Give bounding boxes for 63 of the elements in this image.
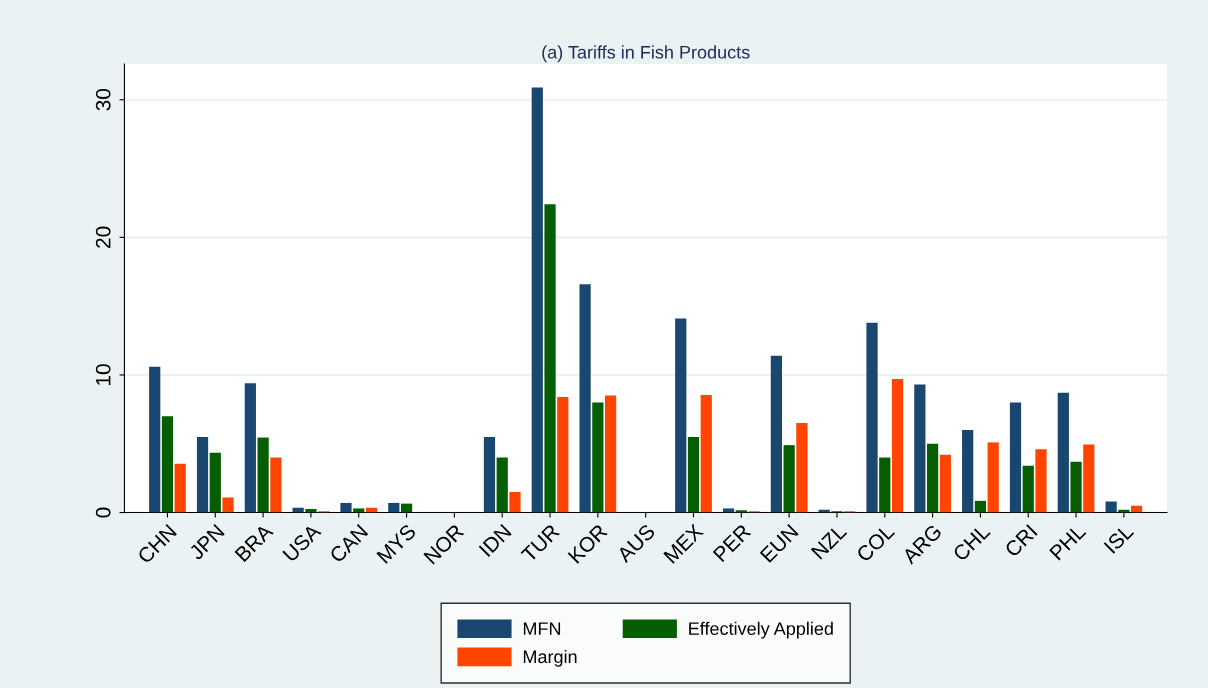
bar xyxy=(209,452,221,513)
bar xyxy=(1057,392,1069,513)
bar xyxy=(914,384,926,513)
bar xyxy=(1022,465,1034,513)
x-tick-label: BRA xyxy=(234,522,274,563)
bar xyxy=(592,402,604,513)
x-tick-label: CHL xyxy=(952,523,991,562)
bar xyxy=(270,457,282,513)
x-tick-label: COL xyxy=(855,523,896,563)
x-tick-label: NZL xyxy=(810,523,848,560)
bar xyxy=(509,491,521,513)
bar xyxy=(222,497,234,513)
bar xyxy=(579,284,591,513)
y-tick-label: 10 xyxy=(95,364,111,385)
bar xyxy=(531,87,543,513)
y-tick-label: 0 xyxy=(95,507,111,518)
bar xyxy=(353,508,365,513)
bar xyxy=(987,442,999,513)
bar xyxy=(340,502,352,513)
bar xyxy=(544,204,556,513)
x-tick-label: JPN xyxy=(188,524,225,561)
bar xyxy=(770,355,782,513)
bar xyxy=(496,457,508,513)
legend-label: MFN xyxy=(523,622,561,635)
bar xyxy=(557,396,569,513)
bar xyxy=(879,457,891,513)
bar xyxy=(1083,444,1095,513)
bar xyxy=(244,383,256,513)
y-tick-label: 30 xyxy=(95,88,111,111)
bar xyxy=(939,454,951,513)
bar xyxy=(257,437,269,513)
bar xyxy=(700,394,712,513)
x-tick-label: IDN xyxy=(478,524,512,557)
bar xyxy=(783,445,795,513)
bar xyxy=(174,463,186,513)
legend-label: Effectively Applied xyxy=(689,621,833,639)
x-tick-label: TUR xyxy=(520,523,561,564)
bar xyxy=(926,443,939,513)
bar xyxy=(796,423,808,513)
x-tick-label: ISL xyxy=(1103,523,1135,554)
bar xyxy=(675,318,687,513)
x-tick-label: PHL xyxy=(1049,523,1087,561)
bar xyxy=(1070,461,1082,513)
bar xyxy=(605,395,617,513)
bar xyxy=(962,430,974,513)
bar xyxy=(1035,449,1047,513)
bar xyxy=(149,366,161,513)
x-tick-label: CRI xyxy=(1004,524,1038,558)
bar xyxy=(722,508,735,513)
chart-title: (a) Tariffs in Fish Products xyxy=(542,45,750,63)
bar xyxy=(388,502,400,513)
bar xyxy=(866,322,878,513)
bar xyxy=(891,379,904,513)
bar xyxy=(161,416,174,513)
y-tick-label: 20 xyxy=(95,226,111,248)
bar xyxy=(305,509,317,513)
legend-label: Margin xyxy=(523,649,577,667)
bar xyxy=(974,500,987,513)
bar xyxy=(483,436,496,513)
bar xyxy=(196,436,209,513)
bar xyxy=(1009,402,1022,513)
x-tick-label: USA xyxy=(282,522,322,563)
bar xyxy=(687,436,700,513)
